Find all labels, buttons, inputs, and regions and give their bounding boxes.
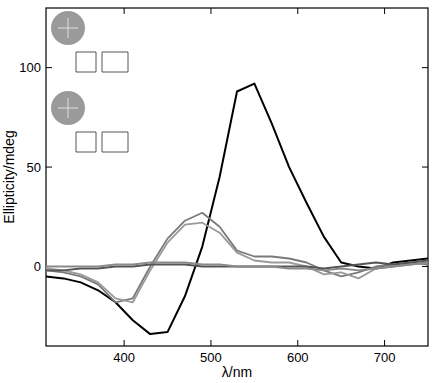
chart: 400 500 600 700 0 50 100 λ/nm Ellipticity/mdeg xyxy=(0,0,433,383)
cd-spectrum xyxy=(46,263,428,271)
x-tick-label: 700 xyxy=(374,350,396,365)
y-tick-label: 0 xyxy=(34,259,41,274)
y-tick-label: 50 xyxy=(27,160,41,175)
y-axis-label: Ellipticity/mdeg xyxy=(1,130,17,223)
cd-spectrum xyxy=(46,261,428,271)
x-tick xyxy=(124,8,125,14)
cd-spectrum xyxy=(46,84,428,335)
x-tick-label: 400 xyxy=(113,350,135,365)
structure-icon xyxy=(76,132,128,152)
cd-spectrum xyxy=(46,213,428,302)
y-tick xyxy=(46,67,52,68)
cd-spectrum xyxy=(46,223,428,303)
x-tick xyxy=(384,340,385,346)
x-tick xyxy=(297,340,298,346)
x-tick-label: 600 xyxy=(287,350,309,365)
x-tick xyxy=(210,340,211,346)
y-tick-label: 100 xyxy=(19,60,41,75)
x-tick-label: 500 xyxy=(200,350,222,365)
molecule-icon xyxy=(51,91,85,125)
molecule-icon xyxy=(58,98,78,118)
y-tick xyxy=(46,167,52,168)
structure-icon xyxy=(76,52,128,72)
x-tick xyxy=(297,8,298,14)
x-axis-label: λ/nm xyxy=(222,364,252,380)
x-tick xyxy=(210,8,211,14)
x-tick xyxy=(124,340,125,346)
x-tick xyxy=(384,8,385,14)
molecule-icon xyxy=(58,18,78,38)
molecule-icon xyxy=(51,11,85,45)
y-tick xyxy=(422,167,428,168)
y-tick xyxy=(422,266,428,267)
y-tick xyxy=(422,67,428,68)
plot-lines xyxy=(46,84,428,335)
plot-frame xyxy=(46,8,428,346)
